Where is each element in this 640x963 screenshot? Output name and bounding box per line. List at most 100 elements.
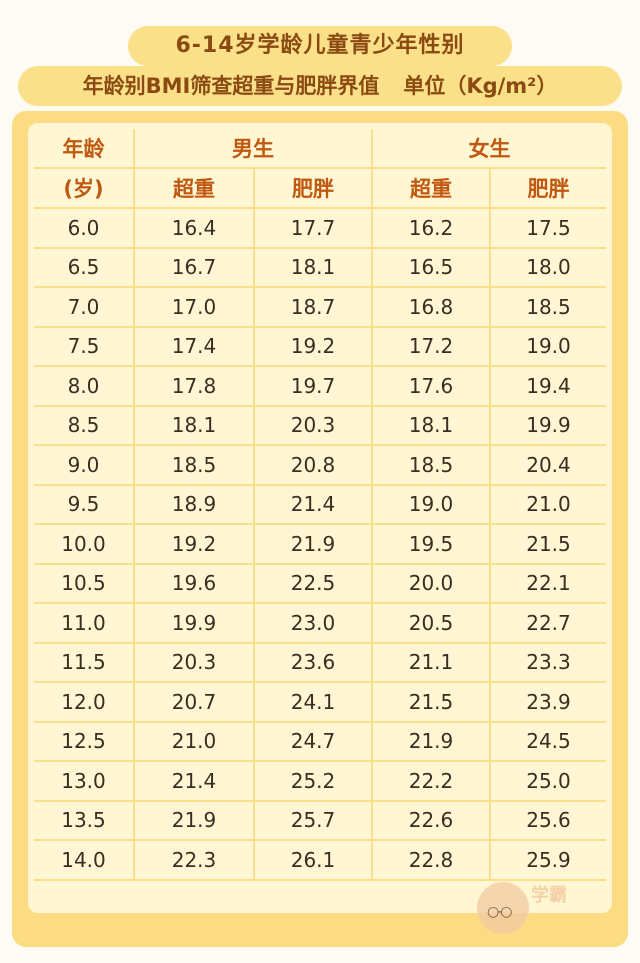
female-overweight-cell: 18.5 xyxy=(371,444,491,486)
male-overweight-cell: 21.0 xyxy=(133,720,255,762)
glasses-icon: ○-○ xyxy=(487,904,513,920)
male-obese-cell: 24.7 xyxy=(253,720,373,762)
age-cell: 13.0 xyxy=(34,760,135,802)
watermark-text: 学霸 xyxy=(531,885,567,906)
female-obese-cell: 22.7 xyxy=(489,602,606,644)
age-cell: 14.0 xyxy=(34,839,135,881)
female-obese-cell: 19.0 xyxy=(489,325,606,367)
male-overweight-cell: 17.8 xyxy=(133,365,255,407)
age-cell: 12.5 xyxy=(34,720,135,762)
table-panel: 年龄 男生 女生 (岁) 超重 肥胖 超重 肥胖 6.0 16.4 17.7 16.2… xyxy=(28,123,612,913)
header-row-1: 年龄 男生 女生 xyxy=(34,129,606,169)
male-overweight-header: 超重 xyxy=(133,167,255,209)
female-obese-cell: 25.6 xyxy=(489,799,606,841)
age-cell: 11.0 xyxy=(34,602,135,644)
male-obese-cell: 20.3 xyxy=(253,404,373,446)
age-header: 年龄 xyxy=(34,129,135,169)
female-overweight-cell: 21.1 xyxy=(371,641,491,683)
female-overweight-cell: 18.1 xyxy=(371,404,491,446)
table-row: 12.5 21.0 24.7 21.9 24.5 xyxy=(34,720,606,762)
female-overweight-cell: 22.2 xyxy=(371,760,491,802)
title-line-2: 年龄别BMI筛查超重与肥胖界值 xyxy=(82,74,380,98)
male-obese-cell: 25.7 xyxy=(253,799,373,841)
female-obese-cell: 25.0 xyxy=(489,760,606,802)
female-obese-cell: 18.5 xyxy=(489,286,606,328)
male-obese-cell: 19.7 xyxy=(253,365,373,407)
male-overweight-cell: 16.7 xyxy=(133,246,255,288)
female-header: 女生 xyxy=(371,129,606,169)
male-overweight-cell: 21.4 xyxy=(133,760,255,802)
female-obese-cell: 24.5 xyxy=(489,720,606,762)
male-obese-cell: 21.4 xyxy=(253,483,373,525)
table-row: 6.0 16.4 17.7 16.2 17.5 xyxy=(34,207,606,249)
subtitle-banner: 年龄别BMI筛查超重与肥胖界值 单位（Kg/m²） xyxy=(18,66,622,106)
female-obese-cell: 23.9 xyxy=(489,681,606,723)
table-row: 12.0 20.7 24.1 21.5 23.9 xyxy=(34,681,606,723)
age-cell: 6.5 xyxy=(34,246,135,288)
age-cell: 11.5 xyxy=(34,641,135,683)
table-row: 9.5 18.9 21.4 19.0 21.0 xyxy=(34,483,606,525)
watermark: ○-○ 学霸 xyxy=(477,880,597,940)
male-obese-cell: 19.2 xyxy=(253,325,373,367)
male-obese-cell: 23.0 xyxy=(253,602,373,644)
female-obese-cell: 25.9 xyxy=(489,839,606,881)
female-overweight-cell: 19.0 xyxy=(371,483,491,525)
age-cell: 7.0 xyxy=(34,286,135,328)
age-cell: 7.5 xyxy=(34,325,135,367)
male-overweight-cell: 19.2 xyxy=(133,523,255,565)
table-row: 11.5 20.3 23.6 21.1 23.3 xyxy=(34,641,606,683)
bmi-table: 年龄 男生 女生 (岁) 超重 肥胖 超重 肥胖 6.0 16.4 17.7 16.2… xyxy=(34,129,606,881)
female-overweight-cell: 21.5 xyxy=(371,681,491,723)
male-obese-cell: 26.1 xyxy=(253,839,373,881)
table-row: 10.0 19.2 21.9 19.5 21.5 xyxy=(34,523,606,565)
table-row: 8.5 18.1 20.3 18.1 19.9 xyxy=(34,404,606,446)
female-overweight-cell: 20.5 xyxy=(371,602,491,644)
table-row: 13.5 21.9 25.7 22.6 25.6 xyxy=(34,799,606,841)
male-overweight-cell: 20.7 xyxy=(133,681,255,723)
female-overweight-cell: 16.5 xyxy=(371,246,491,288)
male-overweight-cell: 21.9 xyxy=(133,799,255,841)
female-overweight-cell: 17.2 xyxy=(371,325,491,367)
age-cell: 9.5 xyxy=(34,483,135,525)
female-overweight-cell: 20.0 xyxy=(371,562,491,604)
male-overweight-cell: 22.3 xyxy=(133,839,255,881)
table-row: 14.0 22.3 26.1 22.8 25.9 xyxy=(34,839,606,881)
male-obese-cell: 18.1 xyxy=(253,246,373,288)
male-obese-cell: 18.7 xyxy=(253,286,373,328)
female-obese-cell: 19.4 xyxy=(489,365,606,407)
female-overweight-cell: 16.2 xyxy=(371,207,491,249)
table-row: 6.5 16.7 18.1 16.5 18.0 xyxy=(34,246,606,288)
male-header: 男生 xyxy=(133,129,373,169)
title-banner: 6-14岁学龄儿童青少年性别 xyxy=(128,26,512,66)
male-obese-cell: 25.2 xyxy=(253,760,373,802)
male-overweight-cell: 16.4 xyxy=(133,207,255,249)
age-unit-header: (岁) xyxy=(34,167,135,209)
male-obese-cell: 21.9 xyxy=(253,523,373,565)
female-obese-cell: 18.0 xyxy=(489,246,606,288)
female-obese-cell: 20.4 xyxy=(489,444,606,486)
male-obese-cell: 24.1 xyxy=(253,681,373,723)
female-overweight-cell: 17.6 xyxy=(371,365,491,407)
age-cell: 6.0 xyxy=(34,207,135,249)
male-obese-header: 肥胖 xyxy=(253,167,373,209)
age-cell: 10.5 xyxy=(34,562,135,604)
table-row: 13.0 21.4 25.2 22.2 25.0 xyxy=(34,760,606,802)
male-overweight-cell: 17.0 xyxy=(133,286,255,328)
table-row: 10.5 19.6 22.5 20.0 22.1 xyxy=(34,562,606,604)
age-cell: 12.0 xyxy=(34,681,135,723)
table-row: 7.5 17.4 19.2 17.2 19.0 xyxy=(34,325,606,367)
male-overweight-cell: 20.3 xyxy=(133,641,255,683)
age-cell: 13.5 xyxy=(34,799,135,841)
female-overweight-header: 超重 xyxy=(371,167,491,209)
female-obese-header: 肥胖 xyxy=(489,167,606,209)
female-obese-cell: 21.5 xyxy=(489,523,606,565)
female-obese-cell: 17.5 xyxy=(489,207,606,249)
unit-label: 单位（Kg/m²） xyxy=(403,74,558,98)
age-cell: 10.0 xyxy=(34,523,135,565)
female-obese-cell: 19.9 xyxy=(489,404,606,446)
female-obese-cell: 21.0 xyxy=(489,483,606,525)
table-row: 11.0 19.9 23.0 20.5 22.7 xyxy=(34,602,606,644)
female-overweight-cell: 16.8 xyxy=(371,286,491,328)
male-overweight-cell: 19.6 xyxy=(133,562,255,604)
female-overweight-cell: 21.9 xyxy=(371,720,491,762)
